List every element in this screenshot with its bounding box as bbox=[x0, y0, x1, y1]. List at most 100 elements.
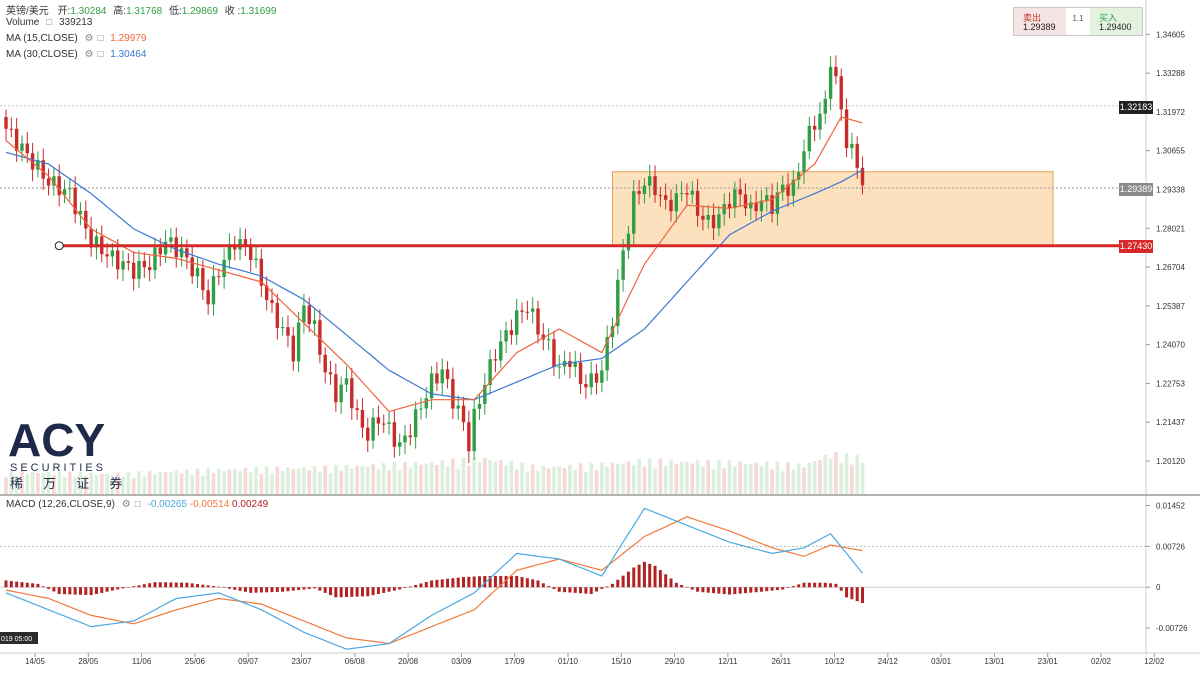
candle-body bbox=[456, 405, 460, 409]
candle-body bbox=[334, 374, 338, 403]
gear-icon[interactable]: ⚙ bbox=[84, 49, 94, 60]
volume-bar bbox=[169, 472, 173, 494]
volume-bar bbox=[105, 473, 109, 494]
macd-histogram-bar bbox=[712, 587, 716, 594]
candle-body bbox=[674, 193, 679, 212]
macd-histogram-bar bbox=[52, 587, 56, 592]
sell-button[interactable]: 卖出 1.29389 bbox=[1014, 8, 1066, 35]
volume-bar bbox=[562, 468, 567, 494]
volume-bar bbox=[334, 464, 338, 494]
candle-body bbox=[573, 362, 577, 367]
volume-bar bbox=[419, 464, 423, 494]
macd-histogram-bar bbox=[563, 587, 567, 593]
gear-icon[interactable]: ⚙ bbox=[121, 499, 131, 510]
volume-bar bbox=[57, 471, 61, 494]
macd-histogram-bar bbox=[398, 587, 402, 590]
macd-histogram-bar bbox=[254, 587, 258, 593]
macd-histogram-bar bbox=[291, 587, 295, 591]
close-value: 1.31699 bbox=[240, 6, 277, 17]
macd-histogram-bar bbox=[158, 582, 162, 588]
acy-logo-mark: ACY SECURITIES 稀 万 证 券 bbox=[8, 414, 122, 492]
macd-signal-line bbox=[5, 516, 863, 645]
candle-body bbox=[397, 442, 402, 447]
time-tick-label: 02/02 bbox=[1091, 657, 1112, 666]
candle-body bbox=[536, 308, 540, 335]
volume-bar bbox=[669, 459, 673, 494]
candle-body bbox=[461, 405, 466, 423]
time-tick-label: 23/01 bbox=[1038, 657, 1059, 666]
macd-histogram-bar bbox=[477, 576, 481, 588]
candle-body bbox=[249, 247, 253, 260]
candle-body bbox=[94, 236, 99, 248]
time-tick-label: 26/11 bbox=[771, 657, 791, 666]
time-tick-label: 20/08 bbox=[398, 657, 419, 666]
candle-body bbox=[557, 366, 561, 368]
volume-bar bbox=[360, 466, 365, 494]
macd-histogram-bar bbox=[286, 587, 290, 592]
time-tick-label: 11/06 bbox=[132, 657, 152, 666]
macd-histogram-bar bbox=[781, 587, 785, 590]
macd-histogram-bar bbox=[350, 587, 354, 597]
volume-bar bbox=[185, 469, 189, 494]
macd-histogram-bar bbox=[728, 587, 732, 595]
macd-histogram-bar bbox=[94, 587, 98, 594]
macd-histogram-bar bbox=[20, 582, 24, 588]
volume-bar bbox=[477, 461, 482, 494]
volume-bar bbox=[190, 474, 194, 494]
macd-histogram-bar bbox=[126, 587, 130, 588]
trash-icon[interactable]: □ bbox=[97, 33, 104, 44]
volume-bar bbox=[775, 461, 780, 494]
volume-bar bbox=[46, 471, 51, 494]
volume-bar bbox=[217, 468, 221, 494]
macd-histogram-bar bbox=[754, 587, 758, 593]
trash-icon[interactable]: □ bbox=[97, 49, 104, 60]
volume-bar bbox=[20, 470, 24, 494]
candle-body bbox=[632, 191, 636, 234]
ma30-header: MA (30,CLOSE) ⚙ □ 1.30464 bbox=[6, 49, 146, 60]
buy-button[interactable]: 买入 1.29400 bbox=[1090, 8, 1142, 35]
candle-body bbox=[190, 257, 194, 277]
macd-histogram-bar bbox=[313, 587, 317, 589]
macd-histogram-bar bbox=[579, 587, 583, 594]
candle-body bbox=[786, 184, 790, 196]
macd-histogram-bar bbox=[137, 585, 141, 588]
macd-histogram-bar bbox=[509, 575, 513, 588]
candle-body bbox=[759, 200, 764, 212]
candle-body bbox=[733, 189, 737, 209]
macd-histogram-bar bbox=[334, 587, 338, 598]
candle-body bbox=[711, 215, 716, 229]
macd-histogram-bar bbox=[680, 584, 684, 588]
ma30-value: 1.30464 bbox=[110, 49, 147, 60]
volume-bar bbox=[749, 463, 753, 494]
trash-icon[interactable]: □ bbox=[134, 499, 141, 510]
macd-label: MACD (12,26,CLOSE,9) bbox=[6, 499, 115, 510]
volume-bar bbox=[445, 466, 450, 494]
gear-icon[interactable]: ⚙ bbox=[84, 33, 94, 44]
volume-bar bbox=[371, 464, 375, 494]
volume-bar bbox=[855, 455, 859, 494]
candle-body bbox=[695, 190, 700, 216]
trash-icon[interactable]: □ bbox=[46, 17, 53, 28]
volume-bar bbox=[605, 466, 609, 494]
volume-bar bbox=[440, 460, 445, 494]
macd-histogram-bar bbox=[451, 578, 455, 588]
candle-body bbox=[812, 125, 817, 130]
macd-histogram-bar bbox=[541, 583, 545, 588]
candle-body bbox=[201, 268, 205, 291]
volume-bar bbox=[115, 472, 120, 494]
candle-body bbox=[626, 233, 631, 251]
candle-body bbox=[147, 267, 152, 271]
volume-bar bbox=[727, 460, 732, 494]
macd-histogram-bar bbox=[297, 587, 301, 591]
volume-bar bbox=[195, 468, 200, 494]
volume-bar bbox=[296, 468, 301, 494]
candle-body bbox=[685, 192, 689, 195]
time-tick-label: 10/12 bbox=[824, 657, 845, 666]
candle-body bbox=[4, 116, 8, 129]
volume-bar bbox=[30, 472, 35, 494]
candle-body bbox=[483, 385, 487, 404]
candle-body bbox=[222, 259, 226, 278]
ma30-label: MA (30,CLOSE) bbox=[6, 49, 78, 60]
